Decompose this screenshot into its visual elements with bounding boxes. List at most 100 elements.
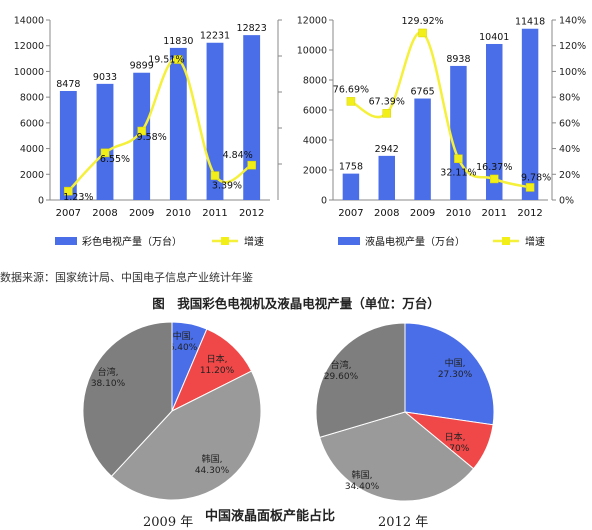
chart2-growth-label: 32.11%: [440, 168, 476, 179]
chart2-y-tick-label: 6000: [303, 106, 327, 117]
chart1-bar: [169, 47, 187, 201]
pie1-slice-pct: 38.10%: [91, 379, 126, 389]
pie1-slice-label: 韩国,: [202, 453, 223, 465]
chart2-legend-line-label: 增速: [525, 235, 545, 248]
chart1-bar-value-label: 12231: [200, 31, 230, 42]
chart1-x-tick-label: 2009: [129, 208, 154, 219]
pie2-slice-label: 韩国,: [352, 469, 373, 481]
pie1-slice-pct: 6.40%: [169, 343, 198, 353]
chart1-x-tick-label: 2010: [166, 208, 191, 219]
chart2-y2-tick-label: 20%: [559, 170, 580, 181]
chart1-legend-line-label: 增速: [244, 235, 264, 248]
chart1-growth-marker: [210, 171, 220, 180]
chart2-growth-marker: [346, 97, 356, 106]
chart2-growth-label: 129.92%: [401, 16, 443, 27]
source-note: 数据来源：国家统计局、中国电子信息产业统计年鉴: [0, 271, 253, 284]
chart2-growth-marker: [525, 183, 535, 192]
chart2-bar-value-label: 11418: [515, 17, 545, 28]
chart2-x-tick-label: 2008: [374, 208, 399, 219]
chart2-y2-tick-label: 60%: [559, 118, 580, 129]
chart1-growth-marker: [64, 186, 73, 196]
chart2-y2-tick-label: 120%: [559, 41, 586, 52]
chart2-bar: [342, 173, 360, 200]
chart1-bar-value-label: 9899: [130, 61, 154, 72]
chart1-bar: [59, 90, 77, 200]
chart1-growth-marker: [100, 148, 110, 158]
chart2-y-tick-label: 10000: [297, 46, 327, 57]
chart2-growth-marker: [418, 28, 427, 38]
chart2-bar-value-label: 2942: [375, 144, 399, 155]
chart2-bar: [486, 43, 503, 200]
pie1-slice-label: 日本,: [207, 353, 228, 365]
chart2-y2-tick-label: 0%: [559, 196, 574, 207]
pie1-slice-korea: [110, 370, 262, 501]
chart2-y-tick-label: 2000: [303, 166, 327, 177]
chart2-growth-marker: [454, 154, 463, 163]
pie1-slice-pct: 11.20%: [200, 366, 235, 376]
chart1-growth-marker: [174, 55, 183, 64]
chart2-x-tick-label: 2010: [446, 208, 471, 219]
chart2-bar-value-label: 8938: [446, 54, 470, 65]
chart1-bar: [243, 35, 261, 200]
chart2-growth-marker: [382, 109, 391, 118]
chart2-growth-label: 67.39%: [369, 96, 405, 107]
chart2-y2-tick-label: 100%: [559, 67, 586, 78]
chart2-bar: [414, 98, 431, 200]
chart1-growth-label: 4.84%: [223, 150, 253, 161]
chart1-growth-label: 3.39%: [212, 181, 242, 192]
pie1-slice-label: 台湾,: [98, 366, 119, 378]
chart2-y-tick-label: 0: [321, 196, 327, 207]
chart1-x-tick-label: 2011: [202, 208, 227, 219]
pie-year-2009: 2009 年: [143, 515, 194, 530]
pie2-slice-label: 台湾,: [331, 359, 352, 371]
chart1-bar: [133, 72, 151, 200]
pie2-slice-taiwan: [315, 322, 406, 438]
chart1-legend-line-marker: [221, 237, 229, 245]
chart2-bar: [450, 65, 467, 201]
chart1-y-tick-label: 8000: [20, 93, 44, 104]
chart1-growth-label: 9.58%: [137, 132, 167, 143]
chart2-y-tick-label: 4000: [303, 136, 327, 147]
chart1-bar-value-label: 11830: [163, 36, 193, 47]
pie1-slice-pct: 44.30%: [195, 466, 230, 476]
chart2-legend-bar-label: 液晶电视产量（万台）: [365, 235, 465, 248]
chart2-growth-label: 9.78%: [521, 172, 551, 183]
chart1-x-tick-label: 2008: [92, 208, 117, 219]
chart1-y-tick-label: 0: [38, 196, 44, 207]
chart1-growth-label: 6.55%: [100, 154, 130, 165]
chart2-x-tick-label: 2011: [482, 208, 507, 219]
chart2-bar: [521, 28, 539, 201]
chart2-y-tick-label: 12000: [297, 16, 327, 27]
chart1-growth-marker: [137, 126, 146, 136]
pie2-slice-label: 日本,: [445, 431, 466, 443]
chart2-y2-tick-label: 140%: [559, 16, 586, 27]
chart1-growth-marker: [247, 160, 256, 170]
chart2-x-tick-label: 2009: [410, 208, 435, 219]
chart2-y2-tick-label: 80%: [559, 93, 580, 104]
chart1-legend-bar-label: 彩色电视产量（万台）: [82, 235, 182, 248]
chart2-legend-line-marker: [502, 237, 510, 245]
pie2-slice-pct: 34.40%: [345, 482, 380, 492]
pie-year-2012: 2012 年: [378, 515, 429, 530]
chart2-growth-label: 16.37%: [476, 162, 512, 173]
chart2-bar-value-label: 1758: [339, 162, 363, 173]
chart2-growth-label: 76.69%: [333, 84, 369, 95]
chart1-x-tick-label: 2012: [239, 208, 264, 219]
chart1-bar-value-label: 9033: [93, 72, 117, 83]
pie2-slice-china: [404, 322, 495, 426]
pie2-slice-korea: [319, 411, 475, 502]
chart2-x-tick-label: 2012: [517, 208, 542, 219]
chart1-bar-value-label: 12823: [237, 23, 267, 34]
chart2-y-tick-label: 8000: [303, 76, 327, 87]
chart1-bar: [206, 42, 224, 200]
figure-caption: 图 我国彩色电视机及液晶电视产量（单位：万台）: [152, 296, 440, 311]
chart1-growth-label: 1.23%: [63, 192, 93, 203]
chart1-y-tick-label: 10000: [14, 67, 44, 78]
chart1-y-tick-label: 2000: [20, 170, 44, 181]
pie2-slice-pct: 29.60%: [324, 372, 359, 382]
pie1-slice-label: 中国,: [173, 330, 194, 342]
pie2-slice-label: 中国,: [445, 357, 466, 369]
chart1-bar: [96, 83, 114, 200]
chart1-legend-bar-swatch: [55, 237, 77, 245]
